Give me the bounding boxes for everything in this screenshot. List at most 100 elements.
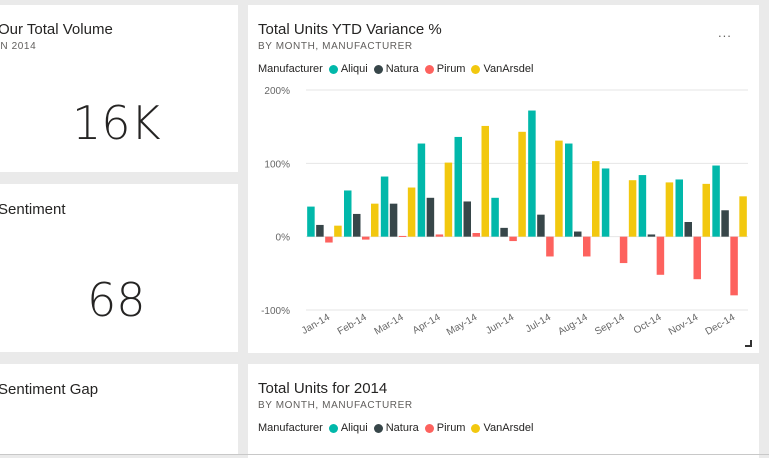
legend-item-pirum[interactable]: Pirum	[424, 422, 466, 434]
x-tick-label: May-14	[445, 312, 480, 338]
bar-pirum	[472, 233, 480, 237]
bar-pirum	[730, 236, 738, 296]
bar-vanarsdel	[665, 182, 674, 237]
y-tick-label: -100%	[261, 306, 290, 317]
bar-pirum	[398, 235, 407, 237]
legend-item-aliqui[interactable]: Aliqui	[328, 63, 368, 75]
legend-dot-icon	[328, 64, 338, 74]
legend-label: VanArsdel	[483, 63, 534, 75]
sentiment-tile[interactable]: Sentiment 68	[0, 184, 238, 352]
x-tick-label: Mar-14	[373, 312, 406, 338]
variance-bar-chart: 200% 100% 0% -100% Jan-14 Feb-14 Mar-14 Apr-14 M…	[261, 86, 748, 338]
volume-subtitle: IN 2014	[0, 41, 37, 52]
bar-vanarsdel	[555, 140, 563, 237]
legend-item-natura[interactable]: Natura	[373, 422, 419, 434]
legend-label: Aliqui	[340, 422, 368, 434]
x-tick-label: Jun-14	[484, 312, 516, 337]
sentiment-gap-tile[interactable]: Sentiment Gap	[0, 364, 238, 454]
x-tick-label: Jan-14	[300, 312, 332, 337]
legend-label: VanArsdel	[483, 422, 534, 434]
bar-aliqui	[454, 136, 462, 237]
bar-pirum	[362, 236, 370, 240]
bar-natura	[463, 201, 471, 237]
bar-vanarsdel	[702, 183, 710, 237]
bar-pirum	[693, 236, 701, 280]
legend-item-pirum[interactable]: Pirum	[424, 63, 466, 75]
bar-aliqui	[601, 168, 610, 237]
x-tick-label: Feb-14	[336, 312, 369, 338]
bar-vanarsdel	[371, 203, 379, 237]
bar-aliqui	[528, 110, 536, 237]
bar-pirum	[546, 236, 554, 257]
variance-chart-tile[interactable]: Total Units YTD Variance % BY MONTH, MAN…	[248, 5, 759, 353]
bar-pirum	[325, 236, 333, 243]
legend-dot-icon	[328, 423, 338, 433]
bar-aliqui	[565, 143, 573, 237]
bar-aliqui	[638, 175, 647, 237]
resize-handle-icon[interactable]	[745, 340, 752, 347]
legend-dot-icon	[373, 423, 383, 433]
legend-dot-icon	[471, 64, 481, 74]
legend-dot-icon	[471, 423, 481, 433]
bar-natura	[500, 227, 508, 237]
legend-dot-icon	[373, 64, 383, 74]
x-tick-label: Nov-14	[667, 312, 701, 338]
bar-pirum	[583, 236, 591, 257]
bar-pirum	[619, 236, 628, 264]
bar-vanarsdel	[407, 187, 416, 237]
volume-tile[interactable]: Our Total Volume IN 2014 16K	[0, 5, 238, 172]
bar-aliqui	[307, 206, 315, 237]
bar-vanarsdel	[592, 161, 600, 237]
legend-label: Natura	[385, 422, 419, 434]
legend-item-vanarsdel[interactable]: VanArsdel	[471, 422, 533, 434]
legend-label: Aliqui	[340, 63, 368, 75]
x-tick-label: Sep-14	[593, 312, 627, 338]
legend-dot-icon	[424, 423, 434, 433]
legend-item-natura[interactable]: Natura	[373, 63, 419, 75]
legend-title: Manufacturer	[258, 422, 323, 434]
sentiment-gap-title: Sentiment Gap	[0, 381, 99, 398]
volume-title: Our Total Volume	[0, 21, 113, 38]
units-subtitle: BY MONTH, MANUFACTURER	[258, 400, 413, 411]
sentiment-value: 68	[87, 273, 146, 327]
variance-subtitle: BY MONTH, MANUFACTURER	[258, 41, 413, 52]
units-title: Total Units for 2014	[258, 380, 388, 397]
bar-pirum	[656, 236, 665, 275]
bar-natura	[389, 203, 398, 237]
more-options-button[interactable]: ...	[718, 25, 732, 40]
units-chart-tile[interactable]: Total Units for 2014 BY MONTH, MANUFACTU…	[248, 364, 759, 458]
bar-vanarsdel	[334, 225, 342, 237]
bar-aliqui	[712, 165, 720, 237]
bar-natura	[537, 214, 545, 237]
bar-natura	[647, 234, 656, 237]
volume-value: 16K	[72, 96, 161, 150]
bar-aliqui	[380, 176, 389, 237]
bar-natura	[574, 231, 582, 237]
x-tick-label: Jul-14	[524, 312, 553, 335]
legend-item-aliqui[interactable]: Aliqui	[328, 422, 368, 434]
x-tick-label: Apr-14	[411, 312, 443, 337]
bar-vanarsdel	[518, 131, 526, 237]
units-legend: Manufacturer Aliqui Natura Pirum VanArsd…	[258, 422, 539, 434]
legend-label: Pirum	[436, 63, 466, 75]
legend-label: Pirum	[436, 422, 466, 434]
bar-pirum	[509, 236, 517, 242]
bar-vanarsdel	[628, 180, 637, 237]
bar-aliqui	[344, 190, 352, 237]
bar-vanarsdel	[739, 196, 747, 237]
bar-aliqui	[675, 179, 683, 237]
bar-aliqui	[417, 143, 426, 237]
bar-natura	[316, 224, 324, 237]
bar-natura	[426, 197, 435, 237]
legend-dot-icon	[424, 64, 434, 74]
y-tick-label: 100%	[264, 159, 290, 170]
legend-item-vanarsdel[interactable]: VanArsdel	[471, 63, 533, 75]
bar-natura	[684, 222, 692, 237]
bar-natura	[353, 213, 361, 237]
variance-legend: Manufacturer Aliqui Natura Pirum VanArsd…	[258, 63, 539, 75]
bar-vanarsdel	[444, 162, 453, 237]
x-tick-label: Oct-14	[632, 312, 664, 337]
bar-aliqui	[491, 197, 499, 237]
y-tick-label: 0%	[276, 233, 291, 244]
bar-vanarsdel	[481, 125, 489, 237]
